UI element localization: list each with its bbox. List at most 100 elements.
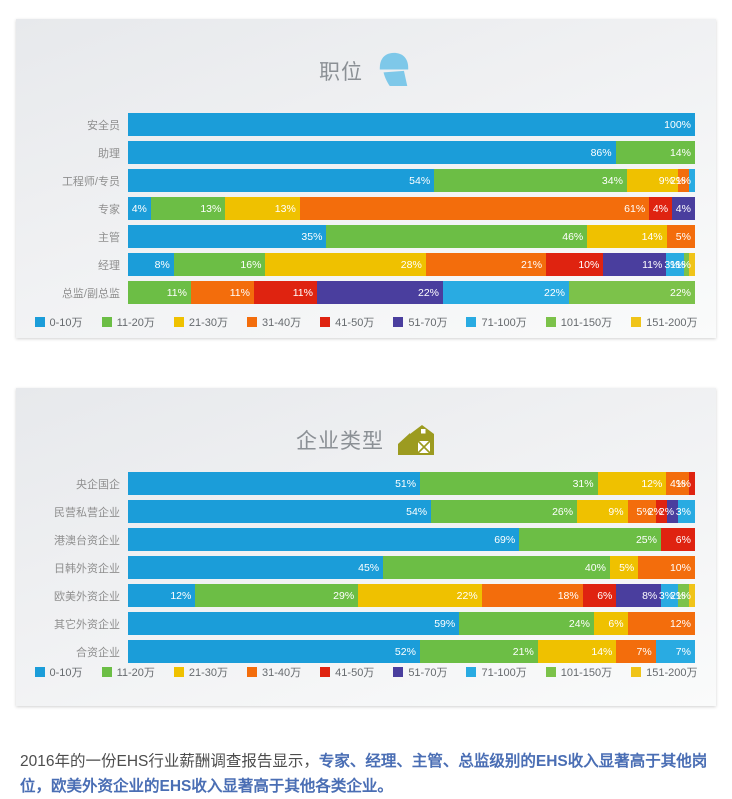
legend-label: 151-200万	[646, 667, 698, 679]
stacked-bar: 11% 11% 11% 22% 22% 22%	[128, 281, 695, 304]
legend-label: 51-70万	[408, 667, 448, 679]
legend-label: 101-150万	[560, 667, 613, 679]
segment-value-label: 14%	[669, 146, 691, 159]
legend-swatch-icon	[393, 317, 404, 327]
bar-segment-0-10万: 8%	[128, 253, 174, 276]
segment-value-label: 54%	[409, 174, 431, 187]
legend-item: 151-200万	[631, 664, 697, 680]
legend-swatch-icon	[631, 667, 642, 677]
segment-value-label: 51%	[395, 477, 417, 490]
segment-value-label: 22%	[669, 286, 691, 299]
chart-row: 安全员 100%	[32, 113, 695, 136]
segment-value-label: 35%	[301, 230, 323, 243]
bar-segment-11-20万: 13%	[150, 197, 226, 220]
segment-value-label: 5%	[619, 561, 635, 574]
bar-segment-0-10万: 51%	[128, 472, 421, 495]
legend-item: 0-10万	[34, 314, 83, 330]
chart-row: 欧美外资企业 12% 29% 22% 18% 6% 8% 3% 2% 1%	[32, 584, 695, 607]
segment-value-label: 22%	[417, 286, 439, 299]
category-label: 欧美外资企业	[54, 590, 120, 603]
chart-row: 合资企业 52% 21% 14% 7% 7%	[32, 640, 695, 663]
hardhat-worker-icon	[375, 51, 413, 92]
stacked-bar: 86% 14%	[128, 141, 695, 164]
bar-segment-0-10万: 4%	[128, 197, 151, 220]
category-label: 安全员	[87, 119, 120, 132]
segment-value-label: 24%	[568, 617, 590, 630]
bar-segment-11-20万: 24%	[459, 612, 594, 635]
legend-label: 31-40万	[262, 667, 302, 679]
legend-item: 101-150万	[545, 664, 613, 680]
bar-segment-11-20万: 21%	[419, 640, 538, 663]
segment-value-label: 3%	[664, 258, 680, 271]
legend-label: 41-50万	[335, 667, 375, 679]
segment-value-label: 16%	[240, 258, 262, 271]
bar-segment-0-10万: 54%	[128, 169, 435, 192]
stacked-bar: 4% 13% 13% 61% 4% 4%	[128, 197, 695, 220]
stacked-bar: 54% 26% 9% 5% 2% 2% 3%	[128, 500, 695, 523]
segment-value-label: 12%	[669, 617, 691, 630]
category-label: 经理	[98, 259, 120, 272]
stacked-bar: 59% 24% 6% 12%	[128, 612, 695, 635]
legend-label: 11-20万	[116, 317, 155, 329]
bar-segment-151-200万: 1%	[676, 253, 695, 276]
segment-value-label: 6%	[608, 617, 624, 630]
segment-value-label: 4%	[675, 202, 691, 215]
segment-value-label: 1%	[675, 589, 691, 602]
segment-value-label: 46%	[562, 230, 584, 243]
summary-text-highlight: 专家、经理、主管、总监级别的EHS收入显著高于其他岗位，欧美外资企业的EHS收入…	[20, 752, 708, 795]
bar-segment-51-70万: 2%	[659, 500, 679, 523]
legend-item: 0-10万	[34, 664, 83, 680]
bar-segment-21-30万: 13%	[225, 197, 300, 220]
bar-segment-71-100万: 22%	[443, 281, 569, 304]
segment-value-label: 3%	[675, 505, 691, 518]
category-label: 民营私营企业	[54, 506, 120, 519]
legend-item: 101-150万	[545, 314, 612, 330]
legend-item: 41-50万	[320, 664, 374, 680]
segment-value-label: 12%	[170, 589, 192, 602]
segment-value-label: 59%	[434, 617, 456, 630]
chart-row: 专家 4% 13% 13% 61% 4% 4%	[32, 197, 695, 220]
segment-value-label: 31%	[572, 477, 594, 490]
bar-segment-71-100万: 1%	[676, 169, 695, 192]
category-label: 央企国企	[76, 478, 120, 491]
chart-row: 工程师/专员 54% 34% 9% 2% 1%	[32, 169, 695, 192]
segment-value-label: 13%	[274, 202, 296, 215]
bar-segment-0-10万: 52%	[128, 640, 420, 663]
segment-value-label: 14%	[591, 645, 613, 658]
category-label: 其它外资企业	[54, 618, 120, 631]
segment-value-label: 10%	[578, 258, 600, 271]
segment-value-label: 21%	[521, 258, 543, 271]
bar-segment-31-40万: 5%	[627, 500, 656, 523]
legend-swatch-icon	[320, 667, 331, 677]
segment-value-label: 18%	[557, 589, 579, 602]
chart-rows: 安全员 100% 助理 86% 14% 工程师/专员 54% 34% 9% 2% 1% 专家 4% 13%…	[32, 113, 695, 309]
segment-value-label: 69%	[494, 533, 516, 546]
segment-value-label: 54%	[406, 505, 428, 518]
bar-segment-11-20万: 14%	[615, 141, 695, 164]
segment-value-label: 2%	[658, 505, 675, 518]
chart-card-positions: 职位 安全员 100% 助理 86% 14% 工程师/专员 54% 34% 9% 2% 1% 专家 4%…	[16, 19, 716, 338]
segment-value-label: 1%	[675, 174, 691, 187]
segment-value-label: 22%	[543, 286, 565, 299]
segment-value-label: 8%	[642, 589, 658, 602]
chart-row: 其它外资企业 59% 24% 6% 12%	[32, 612, 695, 635]
category-label: 日韩外资企业	[54, 562, 120, 575]
legend-label: 11-20万	[116, 667, 155, 679]
bar-segment-31-40万: 4%	[666, 472, 690, 495]
legend-swatch-icon	[466, 667, 477, 677]
legend-swatch-icon	[466, 317, 477, 327]
bar-segment-0-10万: 59%	[128, 612, 460, 635]
bar-segment-71-100万: 3%	[659, 584, 679, 607]
bar-segment-0-10万: 35%	[128, 225, 327, 248]
chart-row: 经理 8% 16% 28% 21% 10% 11% 3% 1% 1%	[32, 253, 695, 276]
legend-swatch-icon	[545, 317, 556, 327]
legend-item: 21-30万	[173, 314, 228, 330]
stacked-bar: 12% 29% 22% 18% 6% 8% 3% 2% 1%	[128, 584, 695, 607]
category-label: 合资企业	[76, 646, 120, 659]
legend-label: 51-70万	[408, 317, 448, 329]
category-label: 专家	[98, 203, 120, 216]
segment-value-label: 4%	[670, 477, 686, 490]
bar-segment-0-10万: 69%	[128, 528, 520, 551]
legend-item: 71-100万	[466, 664, 527, 680]
segment-value-label: 40%	[584, 561, 606, 574]
